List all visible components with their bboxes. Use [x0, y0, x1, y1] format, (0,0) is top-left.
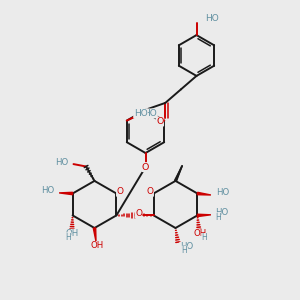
Polygon shape [197, 192, 211, 195]
Text: O: O [116, 187, 124, 196]
Text: O: O [146, 187, 154, 196]
Polygon shape [93, 228, 96, 242]
Text: HO: HO [215, 208, 229, 217]
Polygon shape [175, 166, 182, 181]
Text: H: H [202, 233, 208, 242]
Text: HO: HO [55, 158, 68, 167]
Polygon shape [59, 192, 73, 195]
Text: HO: HO [205, 14, 219, 23]
Text: HO: HO [134, 109, 147, 118]
Text: H: H [215, 213, 221, 222]
Text: H: H [182, 246, 188, 255]
Polygon shape [197, 214, 211, 217]
Text: H: H [65, 233, 71, 242]
Text: O: O [135, 209, 142, 218]
Text: O: O [142, 163, 149, 172]
Text: HO: HO [180, 242, 193, 251]
Text: OH: OH [66, 229, 79, 238]
Text: O: O [156, 117, 164, 126]
Text: HO: HO [41, 186, 55, 195]
Text: OH: OH [193, 230, 206, 238]
Text: HO: HO [216, 188, 229, 197]
Text: HO: HO [144, 109, 157, 118]
Text: OH: OH [90, 242, 104, 250]
